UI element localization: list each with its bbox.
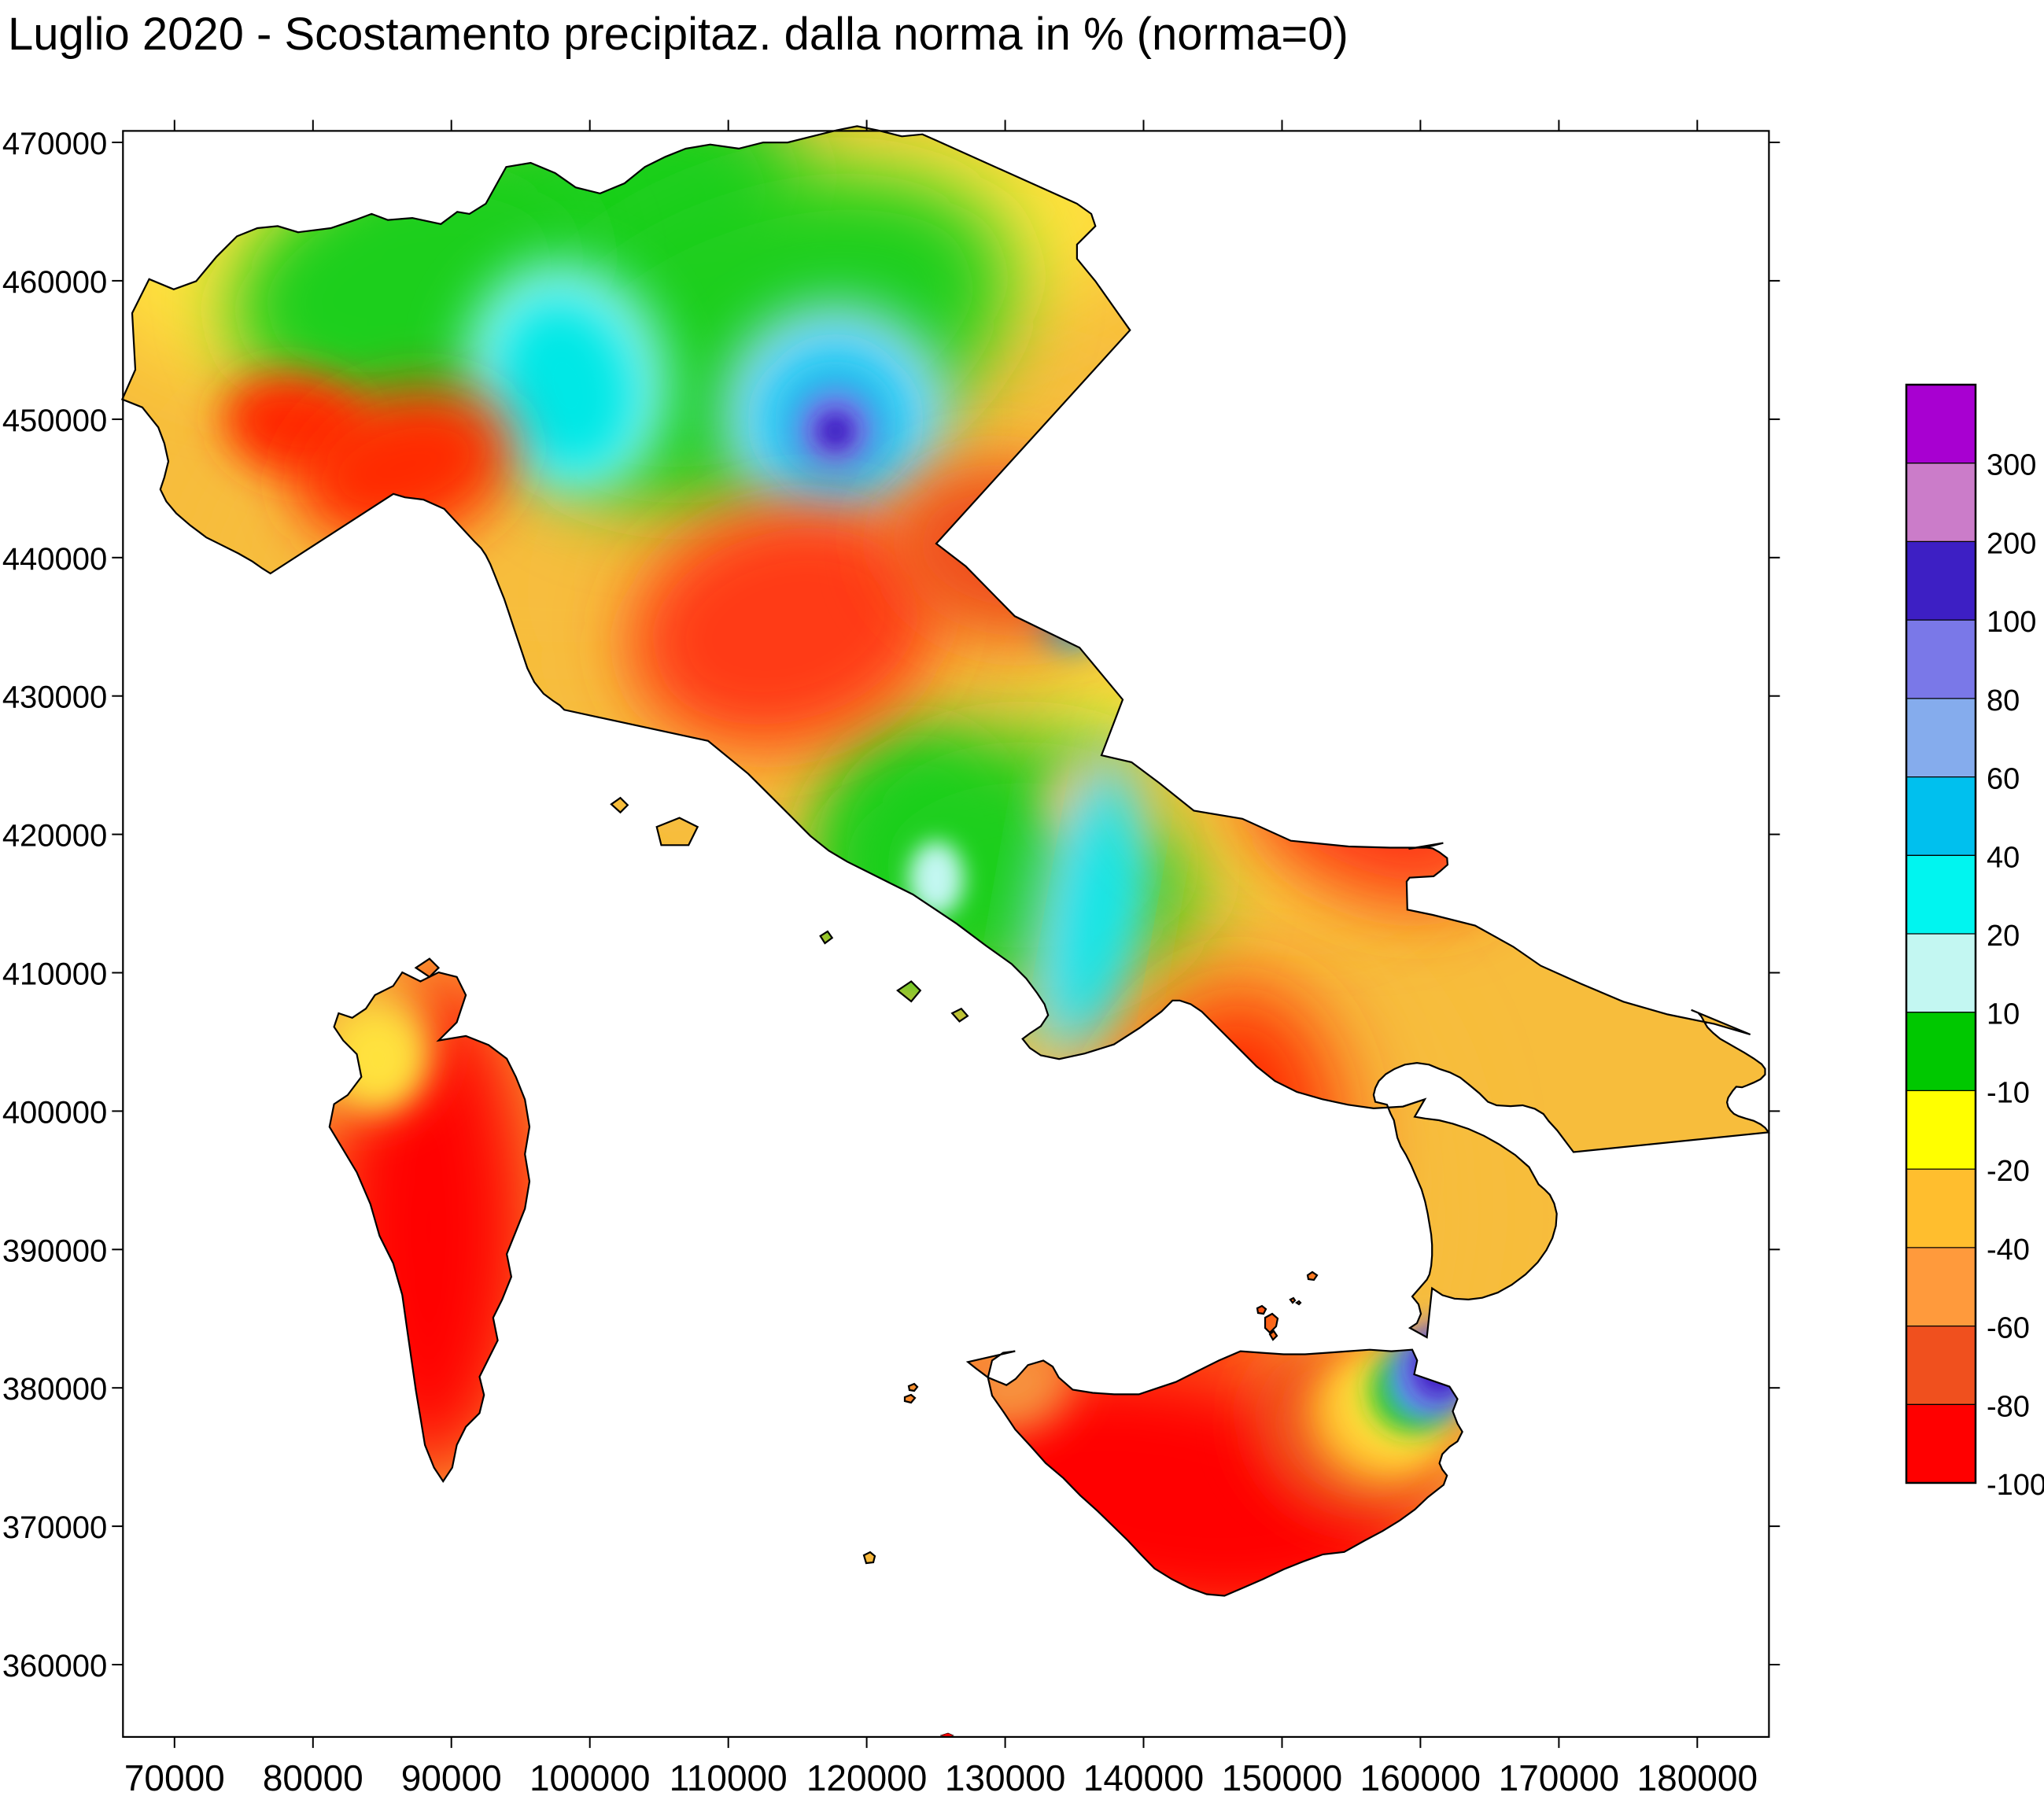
svg-text:360000: 360000 — [2, 1649, 107, 1684]
svg-text:-20: -20 — [1987, 1155, 2030, 1188]
svg-text:410000: 410000 — [2, 957, 107, 992]
svg-text:300: 300 — [1987, 449, 2036, 482]
svg-text:170000: 170000 — [1499, 1757, 1620, 1792]
svg-text:-10: -10 — [1987, 1076, 2030, 1109]
svg-text:40: 40 — [1987, 841, 2020, 874]
svg-text:160000: 160000 — [1360, 1757, 1481, 1792]
svg-text:390000: 390000 — [2, 1234, 107, 1268]
svg-text:110000: 110000 — [670, 1757, 788, 1792]
svg-text:400000: 400000 — [2, 1095, 107, 1130]
svg-text:130000: 130000 — [945, 1757, 1066, 1792]
svg-text:460000: 460000 — [2, 265, 107, 300]
svg-text:20: 20 — [1987, 920, 2020, 953]
svg-text:80: 80 — [1987, 684, 2020, 717]
svg-text:380000: 380000 — [2, 1372, 107, 1407]
svg-text:440000: 440000 — [2, 542, 107, 577]
svg-text:430000: 430000 — [2, 680, 107, 715]
svg-text:70000: 70000 — [124, 1757, 225, 1792]
svg-text:150000: 150000 — [1222, 1757, 1343, 1792]
svg-text:200: 200 — [1987, 527, 2036, 560]
svg-text:100: 100 — [1987, 606, 2036, 639]
svg-text:-40: -40 — [1987, 1234, 2030, 1267]
svg-text:80000: 80000 — [263, 1757, 363, 1792]
svg-text:420000: 420000 — [2, 819, 107, 854]
svg-text:10: 10 — [1987, 998, 2020, 1031]
svg-text:90000: 90000 — [401, 1757, 502, 1792]
svg-text:-80: -80 — [1987, 1390, 2030, 1423]
svg-text:370000: 370000 — [2, 1510, 107, 1545]
svg-text:180000: 180000 — [1637, 1757, 1758, 1792]
svg-text:-60: -60 — [1987, 1312, 2030, 1345]
svg-text:60: 60 — [1987, 763, 2020, 796]
svg-text:140000: 140000 — [1083, 1757, 1205, 1792]
svg-text:100000: 100000 — [529, 1757, 651, 1792]
svg-text:-100: -100 — [1987, 1469, 2044, 1502]
svg-text:120000: 120000 — [806, 1757, 928, 1792]
svg-text:470000: 470000 — [2, 127, 107, 161]
svg-text:450000: 450000 — [2, 404, 107, 438]
